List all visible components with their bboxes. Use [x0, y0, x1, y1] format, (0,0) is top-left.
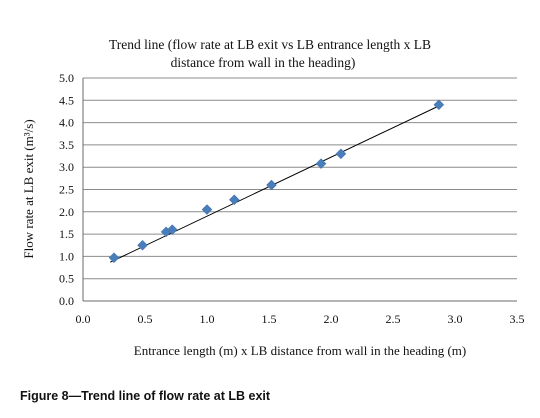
chart-title-line-2: distance from wall in the heading) [171, 55, 356, 70]
trendline [110, 104, 442, 263]
y-tick-label: 3.0 [59, 160, 74, 174]
data-point [433, 99, 445, 111]
y-tick-label: 5.0 [59, 71, 74, 85]
y-axis-label: Flow rate at LB exit (m³/s) [21, 119, 36, 258]
y-tick-label: 2.0 [59, 205, 74, 219]
data-point [137, 239, 148, 251]
y-tick-label: 4.5 [59, 93, 74, 107]
x-tick-label: 2.0 [324, 312, 339, 326]
x-tick-label: 2.5 [386, 312, 401, 326]
y-tick-label: 3.5 [59, 138, 74, 152]
y-tick-label: 0.0 [59, 294, 74, 308]
chart-title-line-1: Trend line (flow rate at LB exit vs LB e… [109, 37, 431, 52]
data-point [315, 158, 327, 169]
axes [82, 78, 517, 302]
y-tick-label: 2.5 [59, 183, 74, 197]
x-tick-label: 1.0 [200, 312, 215, 326]
data-points [108, 99, 445, 264]
data-point [228, 194, 240, 206]
gridlines [83, 77, 517, 280]
data-point [166, 224, 178, 235]
x-tick-label: 1.5 [262, 312, 277, 326]
trendline-layer [110, 104, 442, 263]
y-tick-label: 1.5 [59, 227, 74, 241]
data-point [201, 204, 213, 215]
x-tick-label: 3.0 [448, 312, 463, 326]
y-tick-label: 0.5 [59, 272, 74, 286]
chart-title: Trend line (flow rate at LB exit vs LB e… [109, 37, 431, 70]
data-point [108, 252, 120, 264]
data-point [335, 148, 347, 160]
x-tick-label: 3.5 [510, 312, 525, 326]
data-point [266, 179, 277, 191]
figure-caption: Figure 8—Trend line of flow rate at LB e… [20, 389, 271, 403]
x-tick-label: 0.5 [138, 312, 153, 326]
x-tick-labels: 0.0 0.5 1.0 1.5 2.0 2.5 3.0 3.5 [76, 312, 525, 326]
y-tick-label: 1.0 [59, 249, 74, 263]
y-tick-labels: 0.0 0.5 1.0 1.5 2.0 2.5 3.0 3.5 4.0 4.5 5.0 [59, 71, 74, 308]
x-tick-label: 0.0 [76, 312, 91, 326]
x-axis-label: Entrance length (m) x LB distance from w… [134, 343, 466, 358]
y-tick-label: 4.0 [59, 116, 74, 130]
